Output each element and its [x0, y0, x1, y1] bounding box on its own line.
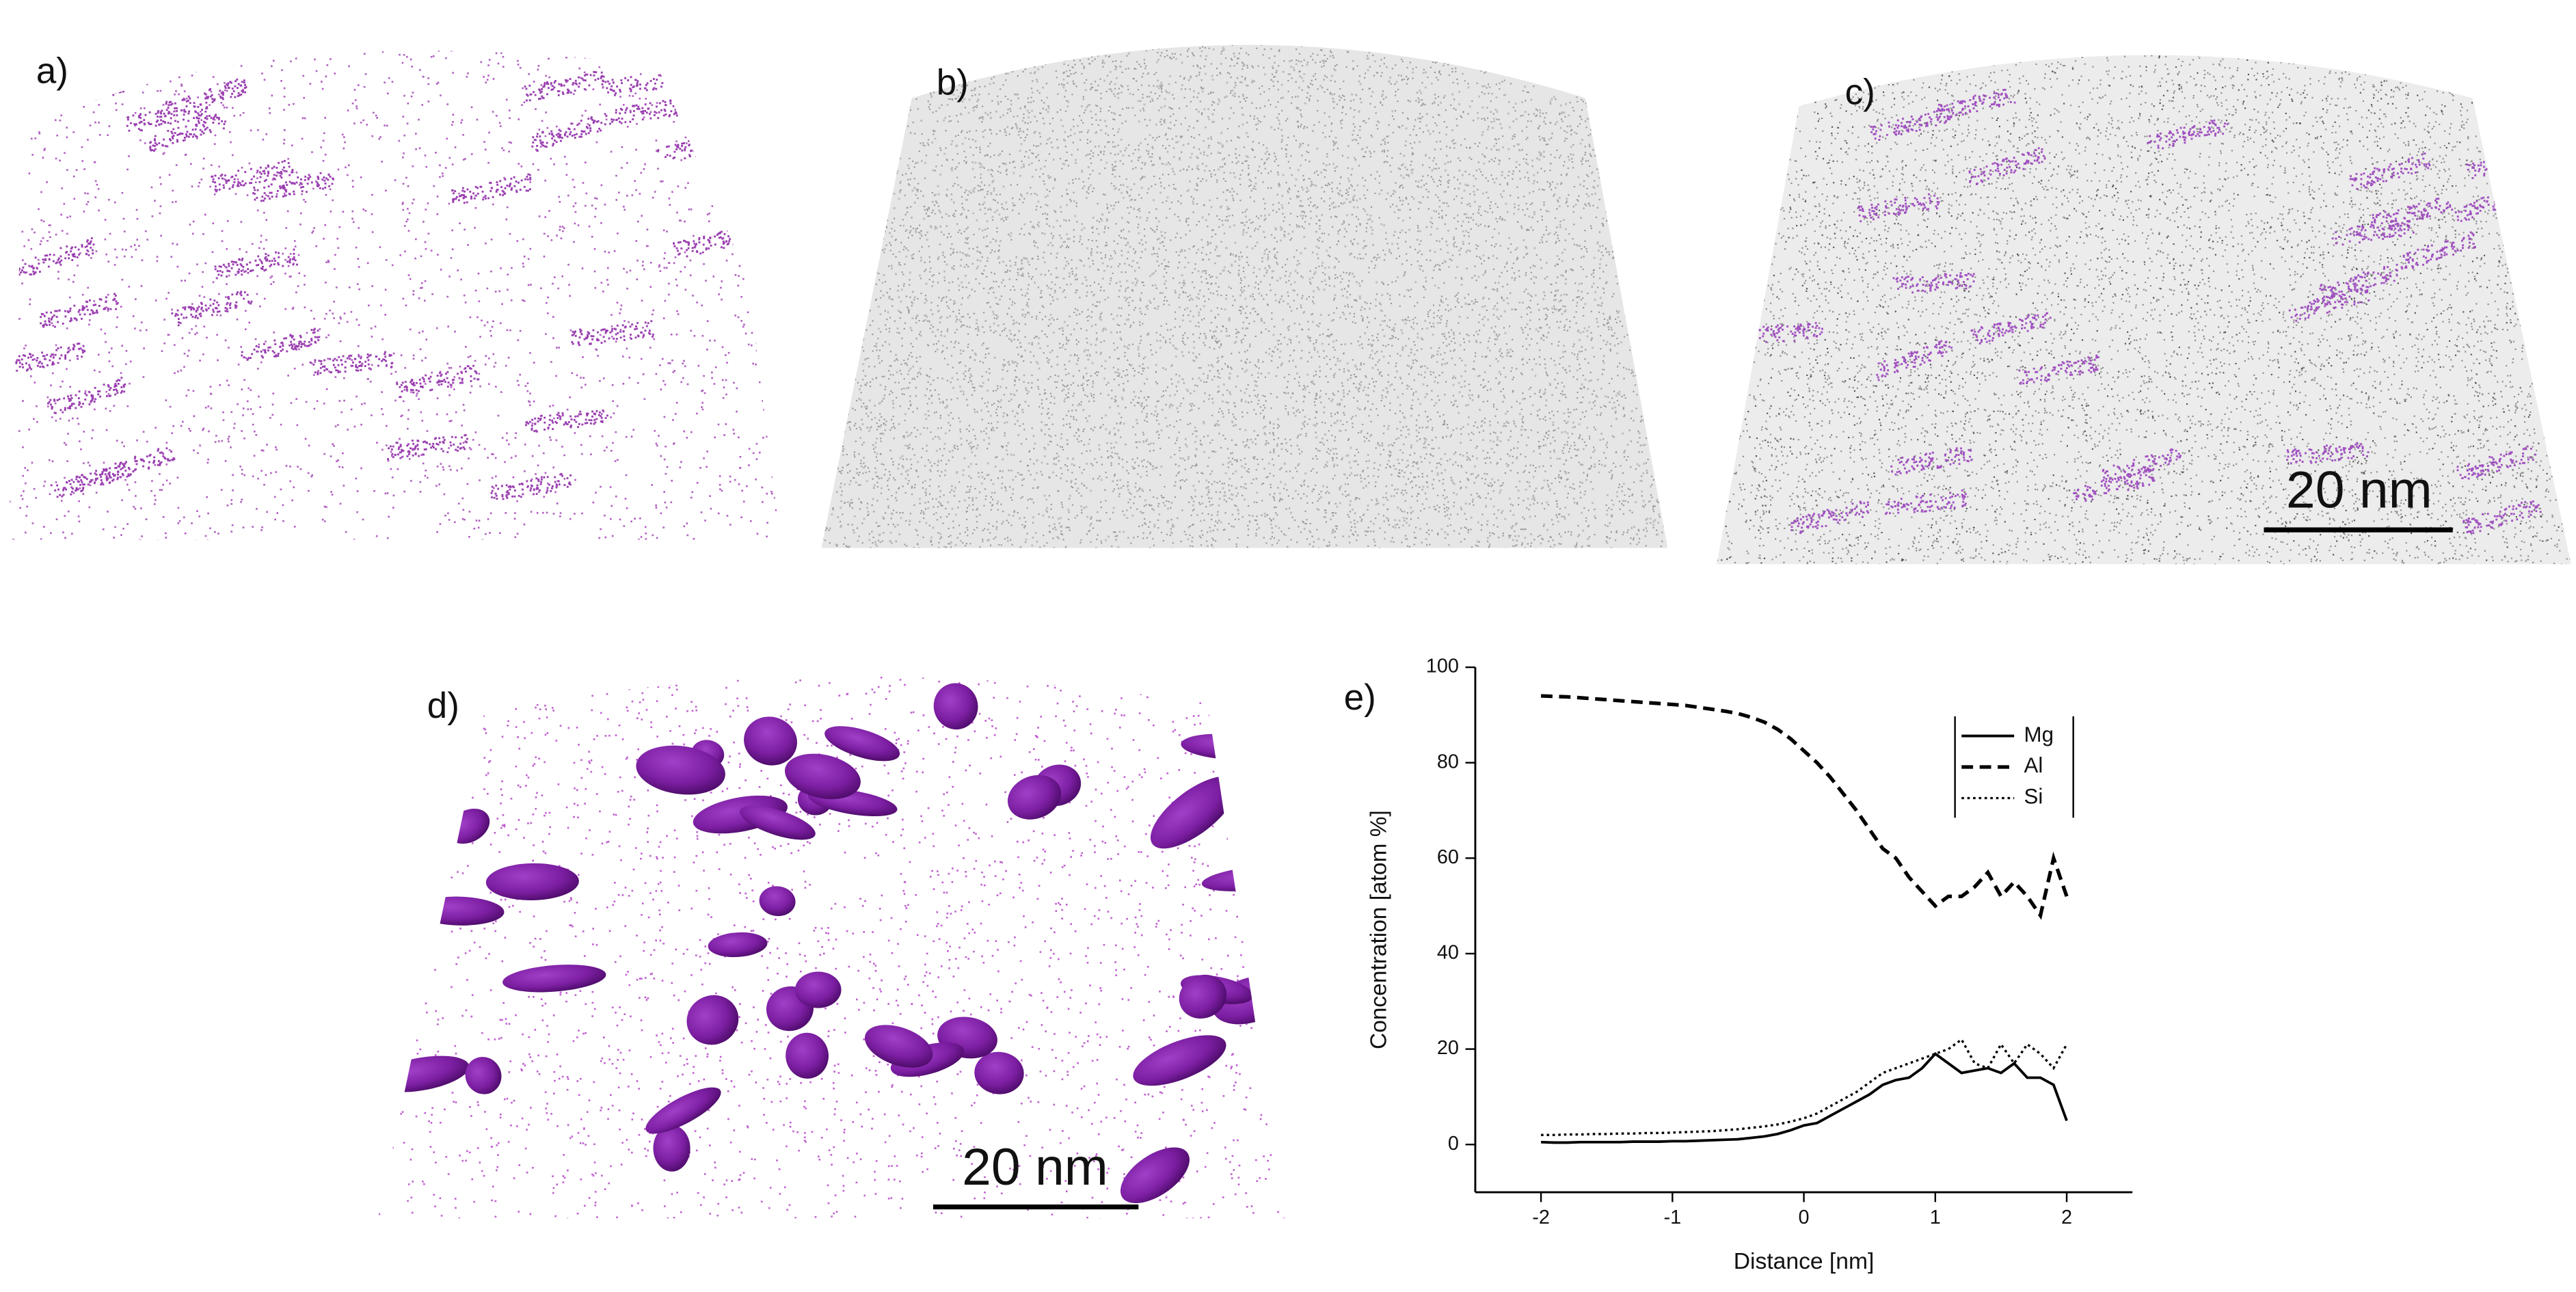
panel-label: a)	[36, 51, 68, 92]
series-line	[1541, 1052, 2068, 1144]
precipitate	[864, 1025, 933, 1068]
precipitate	[447, 808, 490, 844]
precipitate	[786, 1032, 829, 1079]
precipitate	[377, 875, 446, 926]
precipitate	[1150, 776, 1237, 849]
scale-bar-label: 20 nm	[2286, 461, 2432, 520]
precipitate	[1007, 775, 1062, 820]
atom-map-c	[1717, 55, 2571, 565]
precipitate	[744, 716, 797, 766]
x-tick-label: -2	[1532, 1207, 1550, 1228]
panel-label: d)	[427, 686, 459, 726]
series-line	[1540, 694, 2069, 920]
x-axis-label: Distance [nm]	[1734, 1249, 1875, 1274]
precipitate	[1201, 865, 1285, 891]
precipitate	[653, 1125, 690, 1172]
precipitate	[824, 726, 900, 762]
precipitate	[686, 995, 739, 1045]
atom-map-base	[1717, 55, 2571, 565]
precipitate	[1133, 1035, 1226, 1086]
legend-label: Al	[2024, 753, 2043, 777]
panel-label: e)	[1344, 677, 1376, 718]
legend-label: Si	[2024, 785, 2043, 809]
line-chart: 0 20 40 60 80 100 -2 -1 0 1 2 Distance [nm] Concentr…	[1366, 656, 2133, 1274]
precipitate	[739, 805, 816, 840]
precipitate	[485, 863, 579, 900]
precipitate	[759, 886, 796, 917]
atom-map-base	[821, 44, 1668, 548]
precipitate	[785, 753, 861, 799]
series-line	[1541, 1038, 2068, 1136]
precipitate	[645, 1087, 721, 1134]
y-tick-label: 100	[1426, 656, 1459, 677]
precipitate	[377, 1055, 470, 1092]
precipitate	[1181, 734, 1272, 759]
precipitate	[974, 1051, 1024, 1094]
panel-label: b)	[937, 62, 969, 103]
precipitate	[502, 965, 606, 993]
precipitate	[1120, 1147, 1190, 1204]
atom-map-a	[8, 51, 781, 540]
atom-dots	[821, 44, 1668, 548]
x-tick-label: -1	[1663, 1207, 1681, 1228]
atom-map-b	[821, 44, 1668, 548]
y-tick-label: 60	[1437, 846, 1459, 868]
precipitate	[1179, 974, 1227, 1019]
y-axis-label: Concentration [atom %]	[1366, 810, 1391, 1049]
y-tick-label: 20	[1437, 1037, 1459, 1059]
precipitate	[413, 896, 505, 926]
legend-label: Mg	[2024, 723, 2054, 746]
precipitate	[794, 971, 842, 1008]
precipitate	[465, 1057, 502, 1094]
precipitate	[708, 932, 768, 958]
atom-clusters	[8, 70, 758, 500]
y-tick-label: 80	[1437, 751, 1459, 772]
isosurface-map-d	[377, 676, 1285, 1219]
x-tick-label: 1	[1930, 1207, 1941, 1228]
precipitate	[933, 683, 978, 730]
y-tick-label: 0	[1448, 1133, 1459, 1155]
panel-label: c)	[1845, 72, 1875, 113]
atom-dots	[378, 676, 1285, 1219]
x-tick-label: 2	[2061, 1207, 2072, 1228]
y-tick-label: 40	[1437, 942, 1459, 964]
x-tick-label: 0	[1799, 1207, 1810, 1228]
precipitate	[636, 745, 725, 795]
scale-bar-label: 20 nm	[962, 1138, 1108, 1196]
